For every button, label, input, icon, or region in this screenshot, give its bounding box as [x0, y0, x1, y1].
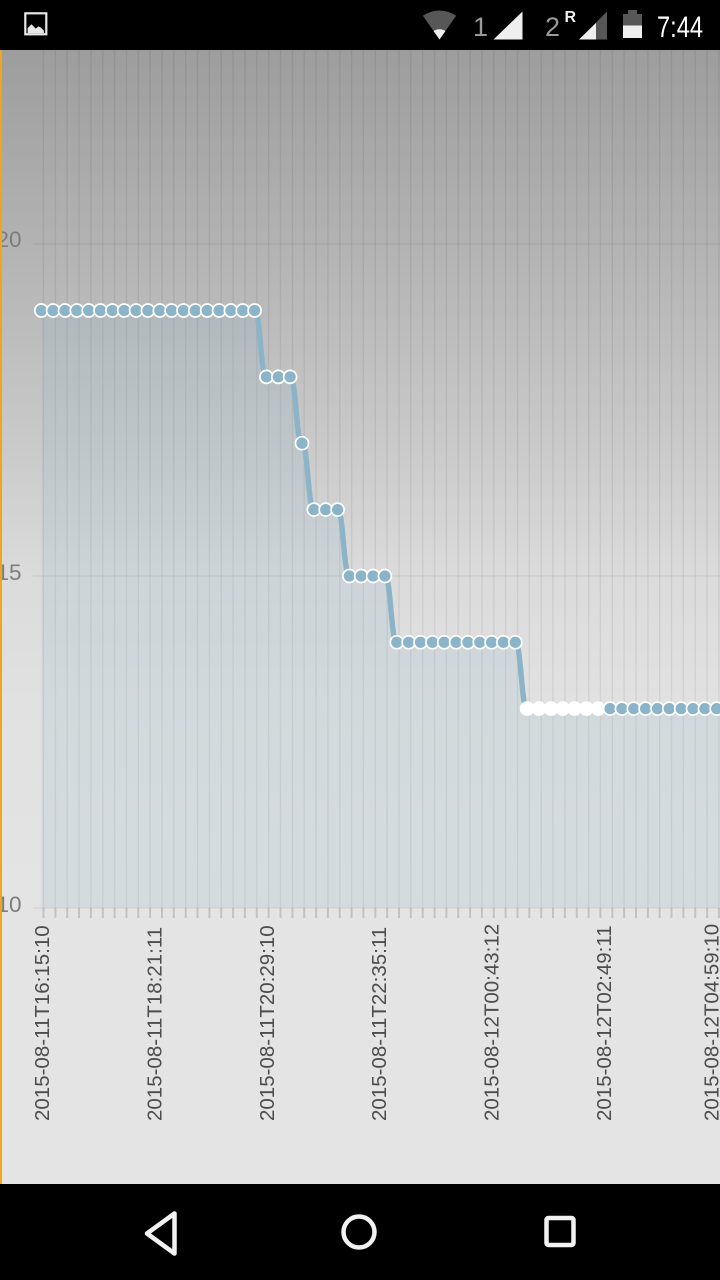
svg-text:R: R: [564, 9, 576, 26]
svg-text:2015-08-12T02:49:11: 2015-08-12T02:49:11: [593, 925, 616, 1121]
svg-text:10: 10: [0, 892, 22, 917]
svg-text:15: 15: [0, 560, 22, 585]
svg-text:2015-08-12T04:59:10: 2015-08-12T04:59:10: [701, 924, 720, 1121]
svg-text:2015-08-11T22:35:11: 2015-08-11T22:35:11: [368, 927, 391, 1121]
svg-text:7:44: 7:44: [657, 11, 703, 44]
svg-text:1: 1: [473, 12, 488, 42]
svg-text:2015-08-11T18:21:11: 2015-08-11T18:21:11: [143, 927, 166, 1121]
svg-text:20: 20: [0, 227, 22, 252]
svg-text:2015-08-12T00:43:12: 2015-08-12T00:43:12: [481, 924, 504, 1121]
svg-text:2015-08-11T20:29:10: 2015-08-11T20:29:10: [256, 925, 279, 1121]
svg-text:2: 2: [545, 12, 560, 42]
svg-text:2015-08-11T16:15:10: 2015-08-11T16:15:10: [31, 925, 54, 1121]
